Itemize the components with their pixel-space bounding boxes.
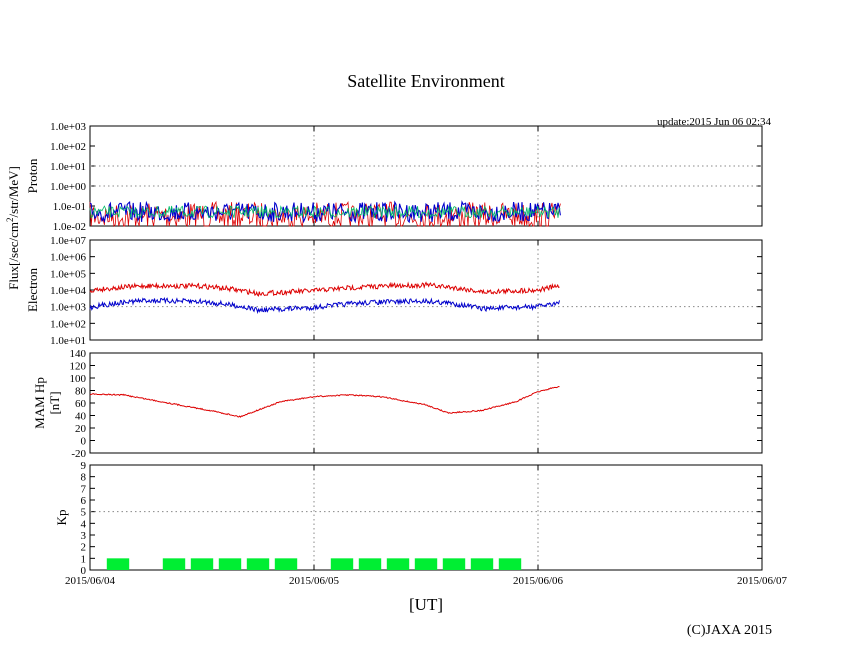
y-tick-label-proton: 1.0e-01 — [53, 201, 86, 213]
x-tick-label: 2015/06/06 — [513, 575, 564, 587]
kp-bar-10 — [442, 558, 466, 570]
y-tick-label-hp: 0 — [81, 436, 87, 448]
y-tick-label-kp: 9 — [81, 460, 87, 472]
y-tick-label-proton: 1.0e-02 — [53, 221, 86, 233]
y-tick-label-kp: 2 — [81, 542, 87, 554]
y-tick-label-kp: 1 — [81, 553, 87, 565]
panel-frame-proton — [89, 125, 763, 227]
y-tick-label-kp: 3 — [81, 530, 87, 542]
y-tick-label-proton: 1.0e+00 — [50, 181, 86, 193]
y-tick-label-kp: 5 — [81, 507, 87, 519]
x-axis-label: [UT] — [409, 595, 443, 614]
y-tick-label-kp: 0 — [81, 565, 87, 577]
ylabel-kp: Kp — [54, 510, 69, 526]
ylabel-hp: MAM Hp — [32, 377, 47, 429]
x-tick-label: 2015/06/04 — [65, 575, 116, 587]
copyright: (C)JAXA 2015 — [687, 623, 772, 638]
y-tick-label-hp: 80 — [75, 386, 87, 398]
proton-series-2 — [89, 204, 561, 220]
kp-bar-4 — [246, 558, 270, 570]
y-tick-label-electron: 1.0e+07 — [50, 235, 86, 247]
electron-series-1 — [89, 297, 560, 315]
chart-title: Satellite Environment — [347, 71, 504, 91]
y-tick-label-proton: 1.0e+02 — [50, 141, 86, 153]
y-tick-label-hp: 20 — [75, 423, 87, 435]
x-tick-label: 2015/06/07 — [737, 575, 788, 587]
panel-frame-hp — [89, 352, 763, 454]
y-tick-label-electron: 1.0e+06 — [50, 252, 86, 264]
kp-bar-6 — [330, 558, 354, 570]
y-tick-label-kp: 8 — [81, 472, 87, 484]
panel-frame-electron — [89, 239, 763, 341]
kp-bar-11 — [470, 558, 494, 570]
y-tick-label-kp: 7 — [81, 483, 87, 495]
y-tick-label-kp: 4 — [81, 518, 87, 530]
kp-bar-9 — [414, 558, 438, 570]
update-timestamp: update:2015 Jun 06 02:34 — [657, 116, 771, 128]
flux-shared-ylabel: Flux[/sec/cm2/str/MeV] — [5, 166, 21, 290]
kp-bar-7 — [358, 558, 382, 570]
y-tick-label-electron: 1.0e+04 — [50, 285, 86, 297]
kp-bar-3 — [218, 558, 242, 570]
y-tick-label-electron: 1.0e+01 — [50, 335, 86, 347]
kp-bar-8 — [386, 558, 410, 570]
kp-bar-12 — [498, 558, 522, 570]
kp-bar-5 — [274, 558, 298, 570]
y-tick-label-hp: 60 — [75, 398, 87, 410]
kp-bar-1 — [162, 558, 186, 570]
hp-series-0 — [89, 385, 560, 418]
y-tick-label-hp: 140 — [70, 348, 87, 360]
ylabel-proton: Proton — [25, 158, 40, 193]
y-tick-label-hp: 100 — [70, 373, 87, 385]
y-tick-label-proton: 1.0e+01 — [50, 161, 86, 173]
ylabel-electron: Electron — [25, 267, 40, 312]
y-tick-label-hp: -20 — [71, 448, 86, 460]
y-tick-label-hp: 40 — [75, 411, 87, 423]
panel-frame-kp — [89, 464, 763, 571]
y-tick-label-electron: 1.0e+05 — [50, 268, 86, 280]
kp-bar-2 — [190, 558, 214, 570]
electron-series-0 — [89, 281, 560, 297]
y-tick-label-kp: 6 — [81, 495, 87, 507]
y-tick-label-hp: 120 — [70, 361, 87, 373]
y-tick-label-electron: 1.0e+02 — [50, 318, 86, 330]
x-tick-label: 2015/06/05 — [289, 575, 340, 587]
ylabel-hp: [nT] — [47, 391, 62, 414]
y-tick-label-proton: 1.0e+03 — [50, 121, 86, 133]
kp-bar-0 — [106, 558, 130, 570]
y-tick-label-electron: 1.0e+03 — [50, 302, 86, 314]
